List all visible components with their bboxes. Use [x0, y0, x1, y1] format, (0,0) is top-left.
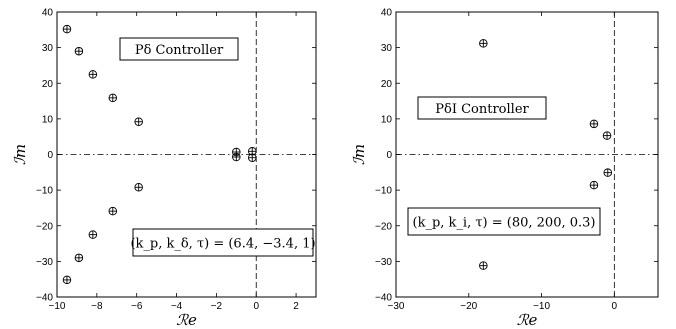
x-tick-label-1: −8	[91, 301, 103, 312]
panel-1: −10 −8 −6 −4 −2 0 2−40−30−20−10010203040ℛeℐmPδ…	[11, 8, 317, 329]
pole-marker-1-9	[134, 183, 143, 192]
pole-marker-1-8	[108, 206, 118, 216]
y-tick-label-6: 20	[381, 79, 393, 90]
y-tick-label-2: −20	[36, 221, 53, 232]
y-axis-label: ℐm	[350, 144, 368, 165]
y-tick-label-1: −30	[375, 257, 392, 268]
annotation-box-1-0	[417, 96, 547, 120]
x-tick-label-3: 0	[612, 301, 618, 312]
annotation-box-0-1	[132, 228, 314, 257]
annotation-text-0-1: (k_p, k_δ, τ) = (6.4, −3.4, 1)	[130, 237, 315, 252]
pole-marker-1-1	[74, 46, 84, 56]
pole-marker-2-0	[479, 39, 488, 48]
pole-marker-2-5	[603, 168, 613, 177]
x-tick-label-4: −2	[211, 301, 223, 312]
y-tick-label-5: 10	[42, 114, 54, 125]
x-axis-label: ℛe	[176, 311, 197, 329]
pole-marker-1-3	[108, 93, 118, 103]
annotation-box-1-1	[407, 207, 601, 236]
pole-marker-1-6	[74, 253, 84, 263]
y-tick-label-4: 0	[386, 150, 392, 161]
y-tick-label-6: 20	[42, 79, 54, 90]
annotation-text-1-0: PδI Controller	[435, 102, 529, 117]
pole-marker-2-1	[479, 261, 488, 270]
pole-marker-1-13	[247, 153, 257, 162]
x-axis-label: ℛe	[517, 311, 538, 329]
y-tick-label-2: −20	[375, 221, 392, 232]
pole-marker-1-2	[88, 70, 98, 79]
y-tick-label-1: −30	[36, 257, 53, 268]
pole-marker-1-11	[232, 152, 241, 162]
y-tick-label-0: −40	[36, 293, 53, 304]
annotation-box-0-0	[119, 37, 239, 61]
annotation-text-1-1: (k_p, k_i, τ) = (80, 200, 0.3)	[413, 216, 596, 231]
y-tick-label-4: 0	[47, 150, 53, 161]
pole-marker-1-5	[62, 275, 72, 285]
x-tick-label-2: −6	[131, 301, 143, 312]
x-tick-label-1: −20	[460, 301, 477, 312]
annotation-text-0-0: Pδ Controller	[135, 43, 224, 58]
y-tick-label-0: −40	[375, 293, 392, 304]
y-tick-label-3: −10	[36, 186, 53, 197]
x-tick-label-6: 2	[293, 301, 299, 312]
x-tick-label-3: −4	[171, 301, 183, 312]
pole-marker-1-0	[62, 24, 72, 34]
pole-marker-2-2	[589, 119, 599, 129]
x-tick-label-0: −30	[388, 301, 405, 312]
pole-marker-1-4	[134, 117, 143, 126]
y-axis-label: ℐm	[11, 144, 29, 165]
x-tick-label-0: −10	[49, 301, 66, 312]
pole-marker-2-3	[589, 180, 599, 190]
pole-marker-2-4	[602, 131, 612, 140]
x-tick-label-5: 0	[253, 301, 259, 312]
y-tick-label-8: 40	[42, 8, 54, 19]
y-tick-label-3: −10	[375, 186, 392, 197]
y-tick-label-5: 10	[381, 114, 393, 125]
y-tick-label-7: 30	[42, 43, 54, 54]
pole-marker-1-7	[88, 230, 98, 239]
x-tick-label-2: −10	[533, 301, 550, 312]
y-tick-label-7: 30	[381, 43, 393, 54]
y-tick-label-8: 40	[381, 8, 393, 19]
